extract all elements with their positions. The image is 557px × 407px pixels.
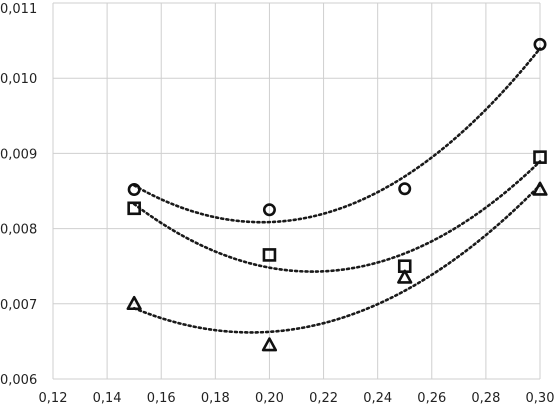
trend-line-circle [132,47,542,224]
data-points [126,37,548,352]
y-axis-ticks: 0,006 0,007 0,008 0,009 0,010 0,011 [0,2,37,388]
x-tick-label: 0,30 [526,391,555,406]
x-tick-label: 0,28 [471,391,500,406]
y-tick-label: 0,011 [0,2,37,17]
x-axis-ticks: 0,12 0,14 0,16 0,18 0,20 0,22 0,24 0,26 0,28 0,30 [39,391,555,406]
x-tick-label: 0,24 [363,391,392,406]
x-tick-label: 0,20 [255,391,284,406]
x-tick-label: 0,26 [417,391,446,406]
x-tick-label: 0,18 [201,391,230,406]
triangle-marker [126,295,142,311]
grid [52,2,541,380]
trend-line-square [132,160,542,273]
circle-marker [262,203,276,217]
square-marker [262,248,277,262]
x-tick-label: 0,12 [39,391,68,406]
trend-lines [132,47,542,334]
trend-line-triangle [132,183,542,334]
y-tick-label: 0,006 [0,373,37,388]
x-tick-label: 0,16 [147,391,176,406]
y-tick-label: 0,007 [0,298,37,313]
square-marker [533,150,547,164]
triangle-marker [261,337,278,352]
circle-marker [533,37,547,51]
y-tick-label: 0,009 [0,147,37,162]
circle-marker [398,182,412,196]
triangle-marker [532,181,548,196]
circle-marker [127,182,141,196]
square-marker [127,201,141,216]
x-tick-label: 0,14 [93,391,122,406]
y-tick-label: 0,008 [0,223,37,238]
triangle-marker [397,269,413,284]
y-tick-label: 0,010 [0,72,37,87]
x-tick-label: 0,22 [309,391,338,406]
